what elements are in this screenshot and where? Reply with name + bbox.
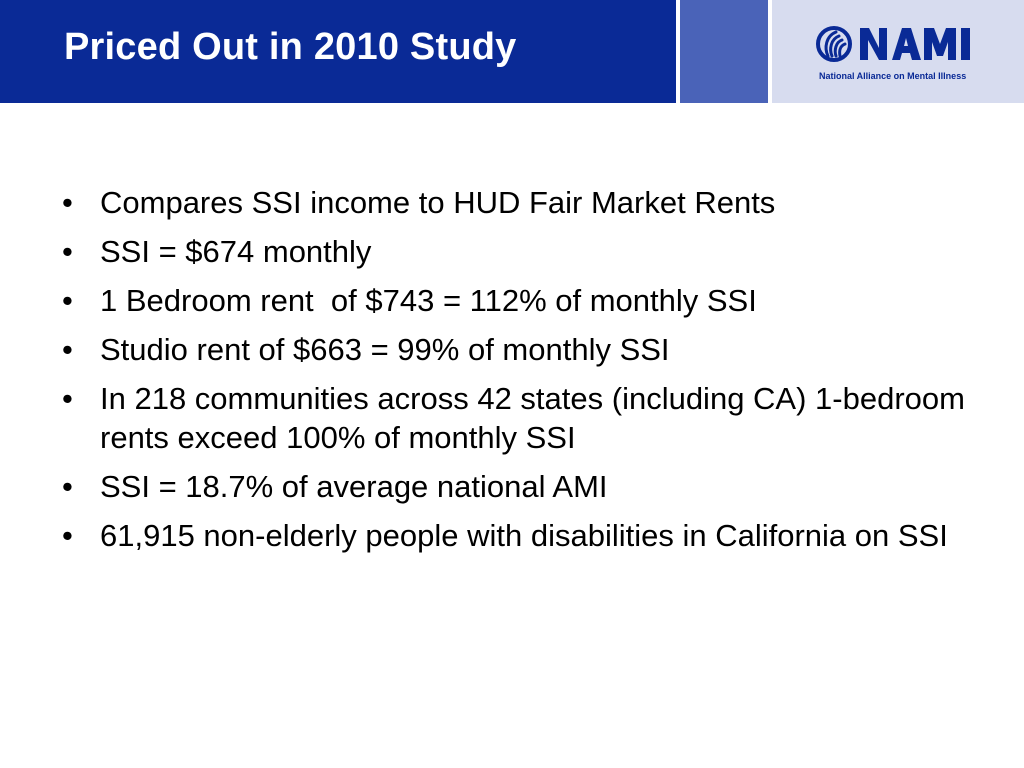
header-banner: Priced Out in 2010 Study xyxy=(0,0,1024,103)
bullet-text: Compares SSI income to HUD Fair Market R… xyxy=(100,185,776,220)
bullet-glyph: • xyxy=(62,185,73,220)
header-divider xyxy=(676,0,680,103)
bullet-glyph: • xyxy=(62,469,73,504)
bullet-item: • 61,915 non-elderly people with disabil… xyxy=(58,516,978,555)
nami-logo-mark xyxy=(816,26,970,62)
bullet-item: • In 218 communities across 42 states (i… xyxy=(58,379,978,457)
bullet-text: 61,915 non-elderly people with disabilit… xyxy=(100,518,948,553)
slide-title: Priced Out in 2010 Study xyxy=(64,26,517,68)
header-divider xyxy=(768,0,772,103)
bullet-text: Studio rent of $663 = 99% of monthly SSI xyxy=(100,332,670,367)
bullet-glyph: • xyxy=(62,518,73,553)
bullet-text: 1 Bedroom rent of $743 = 112% of monthly… xyxy=(100,283,757,318)
nami-logo: National Alliance on Mental Illness xyxy=(816,22,986,84)
bullet-item: • Compares SSI income to HUD Fair Market… xyxy=(58,183,978,222)
bullet-text: SSI = $674 monthly xyxy=(100,234,372,269)
bullet-glyph: • xyxy=(62,381,73,416)
header-accent-band xyxy=(680,0,768,103)
bullet-text: In 218 communities across 42 states (inc… xyxy=(100,381,965,455)
logo-tagline: National Alliance on Mental Illness xyxy=(819,71,967,81)
bullet-glyph: • xyxy=(62,234,73,269)
bullet-item: • SSI = $674 monthly xyxy=(58,232,978,271)
bullet-item: • SSI = 18.7% of average national AMI xyxy=(58,467,978,506)
bullet-item: • Studio rent of $663 = 99% of monthly S… xyxy=(58,330,978,369)
header-title-band xyxy=(0,0,676,103)
bullet-glyph: • xyxy=(62,332,73,367)
bullet-item: • 1 Bedroom rent of $743 = 112% of month… xyxy=(58,281,978,320)
bullet-text: SSI = 18.7% of average national AMI xyxy=(100,469,608,504)
bullet-glyph: • xyxy=(62,283,73,318)
bullet-list: • Compares SSI income to HUD Fair Market… xyxy=(58,183,978,565)
